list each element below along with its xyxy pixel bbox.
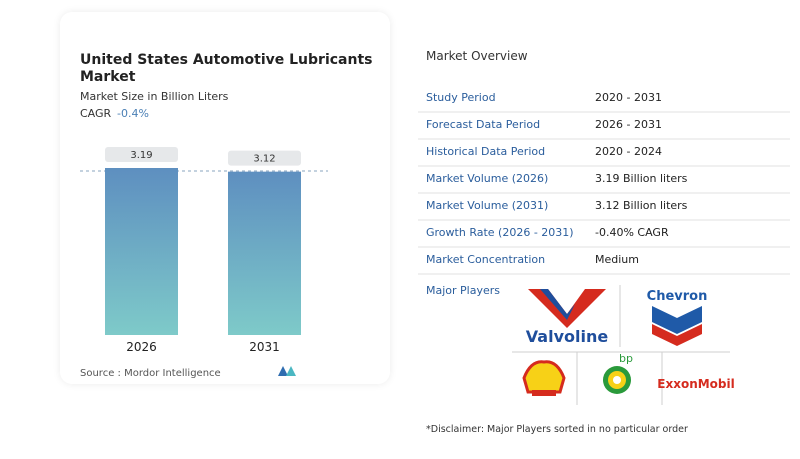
player-name: bp [619, 352, 633, 365]
x-tick-label: 2026 [126, 340, 157, 354]
row-label: Growth Rate (2026 - 2031) [426, 226, 574, 239]
title-line: Market [80, 69, 136, 85]
overview-title: Market Overview [426, 49, 528, 63]
row-value: Medium [595, 253, 639, 266]
player-grid [512, 285, 730, 405]
chart-subtitle: Market Size in Billion Liters [80, 90, 229, 103]
value-label-bg [228, 150, 301, 166]
row-label: Forecast Data Period [426, 118, 540, 131]
value-label-bg [105, 147, 178, 162]
value-label: 3.19 [130, 150, 152, 161]
x-tick-label: 2031 [249, 340, 280, 354]
row-value: 2026 - 2031 [595, 118, 662, 131]
row-label: Market Concentration [426, 253, 545, 266]
row-label: Market Volume (2026) [426, 172, 548, 185]
player-name: ExxonMobil [657, 377, 734, 391]
row-label: Historical Data Period [426, 145, 545, 158]
chart-title: United States Automotive Lubricants Marke… [80, 52, 373, 85]
valvoline-logo: Valvoline [526, 289, 609, 346]
chevron-logo: Chevron [647, 289, 708, 346]
cagr-value: -0.4% [117, 107, 149, 120]
player-name: Chevron [647, 289, 708, 304]
bp-logo: bp [603, 352, 633, 394]
row-label: Market Volume (2031) [426, 199, 548, 212]
shell-logo [522, 360, 566, 396]
row-value: -0.40% CAGR [595, 226, 669, 239]
value-label: 3.12 [253, 154, 275, 165]
bar [228, 171, 301, 335]
source: Source : Mordor Intelligence [80, 368, 221, 379]
row-value: 3.12 Billion liters [595, 199, 688, 212]
row-value: 3.19 Billion liters [595, 172, 688, 185]
player-name: Valvoline [526, 327, 609, 346]
cagr-label: CAGR [80, 107, 112, 120]
title-line: United States Automotive Lubricants [80, 52, 373, 68]
row-value: 2020 - 2031 [595, 91, 662, 104]
row-label: Study Period [426, 91, 496, 104]
brand-logo [278, 366, 296, 376]
disclaimer: *Disclaimer: Major Players sorted in no … [426, 424, 688, 435]
row-value: 2020 - 2024 [595, 145, 662, 158]
players-label: Major Players [426, 284, 500, 297]
bar [105, 168, 178, 335]
